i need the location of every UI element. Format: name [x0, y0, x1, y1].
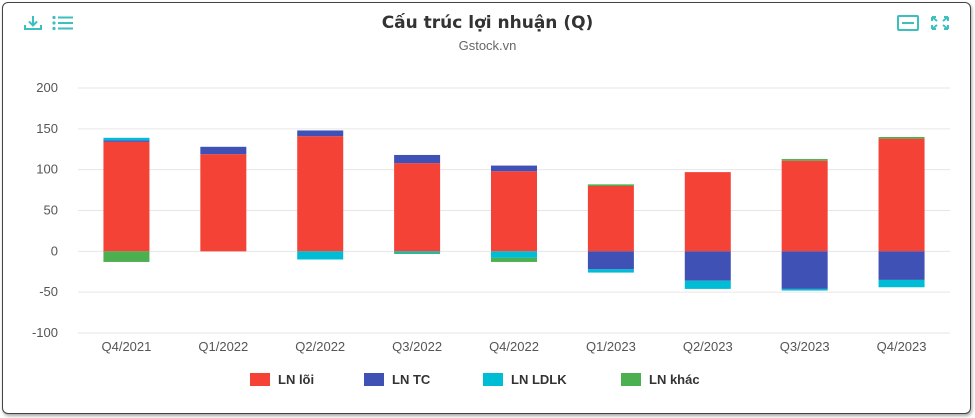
fullscreen-icon[interactable] — [927, 12, 953, 34]
bar-segment[interactable] — [103, 137, 150, 141]
bar-segment[interactable] — [878, 279, 925, 288]
x-tick-label: Q3/2022 — [392, 339, 442, 354]
bar-segment[interactable] — [587, 186, 634, 252]
legend-swatch — [483, 373, 503, 386]
x-tick-label: Q4/2022 — [489, 339, 539, 354]
legend-swatch — [250, 373, 270, 386]
legend-item[interactable]: LN TC — [364, 372, 431, 387]
legend-item[interactable]: LN khác — [621, 372, 700, 387]
bar-segment[interactable] — [587, 251, 634, 270]
y-tick-label: 150 — [36, 121, 58, 136]
x-tick-label: Q2/2022 — [295, 339, 345, 354]
bar-segment[interactable] — [491, 257, 537, 262]
bar-segment[interactable] — [878, 251, 925, 280]
y-tick-label: -50 — [39, 284, 58, 299]
chart-subtitle: Gstock.vn — [458, 38, 517, 53]
bar-segment[interactable] — [394, 251, 441, 253]
legend-label: LN TC — [392, 372, 431, 387]
bar-segment[interactable] — [587, 269, 634, 273]
legend-item[interactable]: LN lõi — [250, 372, 314, 387]
hamburger-menu-icon[interactable] — [50, 12, 76, 34]
bar-segment[interactable] — [394, 163, 441, 252]
bar-segment[interactable] — [491, 165, 537, 172]
download-icon[interactable] — [20, 12, 46, 34]
legend-label: LN LDLK — [511, 372, 567, 387]
legend-label: LN lõi — [278, 372, 314, 387]
y-tick-label: 0 — [51, 243, 58, 258]
x-tick-label: Q1/2022 — [198, 339, 248, 354]
y-tick-label: 200 — [36, 80, 58, 95]
y-tick-label: -100 — [32, 325, 58, 340]
bars — [103, 130, 925, 291]
legend-swatch — [621, 373, 641, 386]
bar-segment[interactable] — [103, 251, 150, 262]
bar-segment[interactable] — [491, 171, 537, 252]
bar-segment[interactable] — [878, 138, 925, 252]
bar-segment[interactable] — [297, 251, 344, 260]
x-tick-label: Q4/2021 — [102, 339, 152, 354]
y-tick-label: 50 — [44, 203, 58, 218]
legend: LN lõi LN TC LN LDLK LN khác — [250, 372, 700, 387]
bar-segment[interactable] — [781, 251, 828, 289]
bar-segment[interactable] — [684, 172, 731, 252]
bar-segment[interactable] — [200, 154, 247, 252]
bar-segment[interactable] — [103, 141, 150, 252]
bar-segment[interactable] — [781, 288, 828, 291]
legend-item[interactable]: LN LDLK — [483, 372, 567, 387]
x-tick-label: Q3/2023 — [780, 339, 830, 354]
x-tick-label: Q4/2023 — [877, 339, 927, 354]
bar-segment[interactable] — [394, 252, 441, 254]
x-tick-label: Q1/2023 — [586, 339, 636, 354]
bar-segment[interactable] — [297, 136, 344, 252]
legend-swatch — [364, 373, 384, 386]
y-tick-label: 100 — [36, 162, 58, 177]
bar-segment[interactable] — [297, 130, 344, 137]
bar-segment[interactable] — [394, 154, 441, 164]
bar-segment[interactable] — [781, 159, 828, 161]
bar-segment[interactable] — [684, 280, 731, 289]
bar-segment[interactable] — [103, 140, 150, 142]
bar-segment[interactable] — [491, 251, 537, 258]
chart-title: Cấu trúc lợi nhuận (Q) — [381, 13, 594, 33]
bar-segment[interactable] — [200, 146, 247, 155]
x-tick-label: Q2/2023 — [683, 339, 733, 354]
legend-label: LN khác — [649, 372, 700, 387]
bar-segment[interactable] — [878, 137, 925, 139]
x-axis: Q4/2021 Q1/2022 Q2/2022 Q3/2022 Q4/2022 Q1/20… — [102, 339, 927, 354]
bar-segment[interactable] — [781, 160, 828, 252]
table-view-icon[interactable] — [895, 12, 921, 34]
bar-segment[interactable] — [684, 251, 731, 281]
bar-segment[interactable] — [587, 184, 634, 186]
y-axis: -100 -50 0 50 100 150 200 — [32, 80, 58, 340]
